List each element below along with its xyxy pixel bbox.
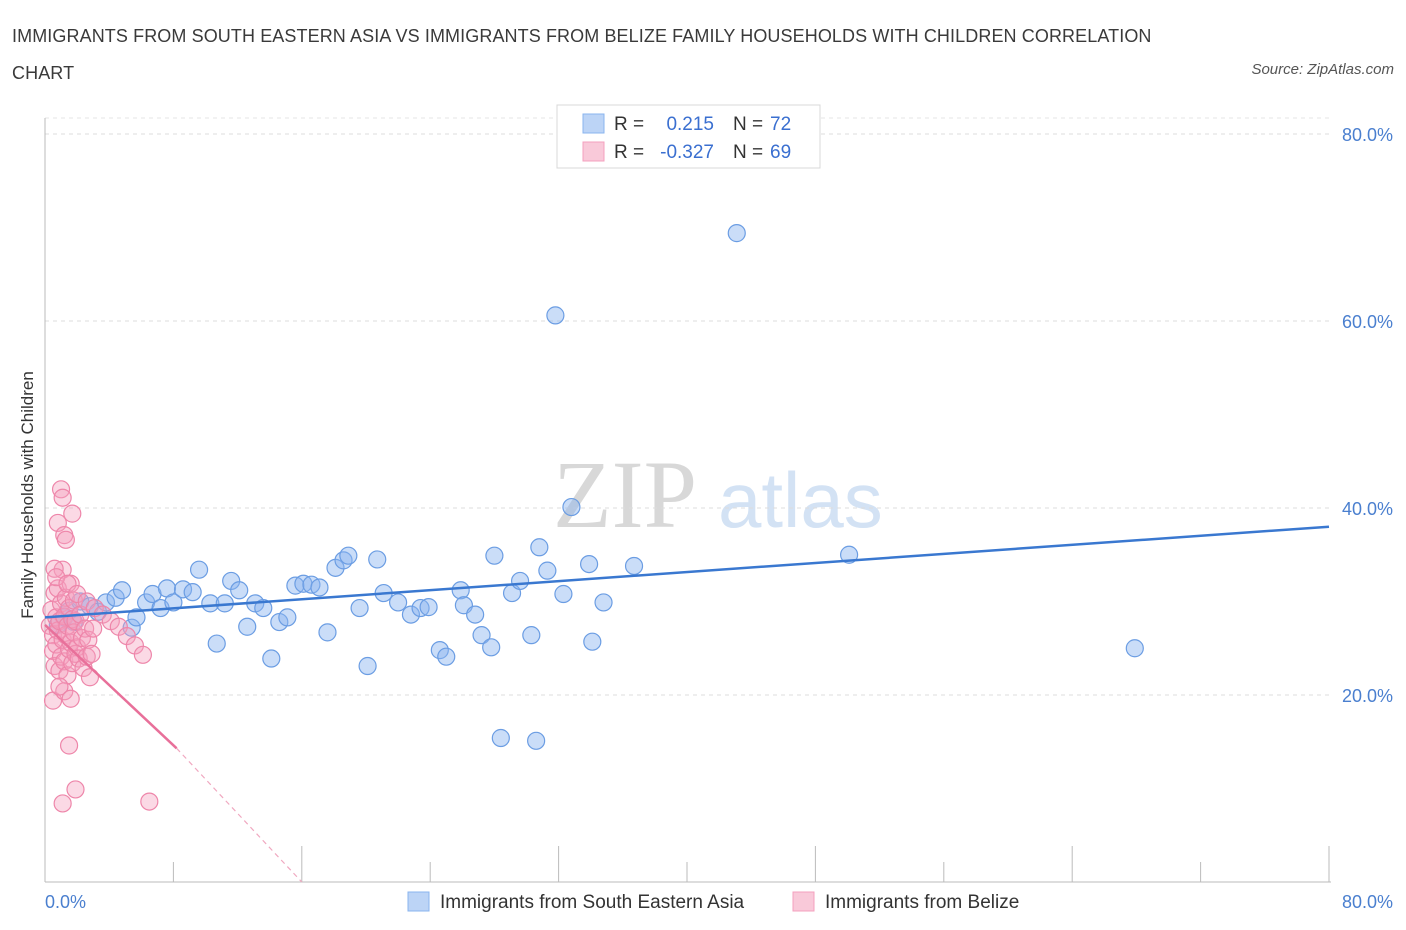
point-blue-61: [554, 584, 573, 604]
point-blue-18: [183, 583, 202, 602]
point-blue-47: [430, 641, 449, 660]
point-blue-60: [546, 306, 565, 325]
trend-line-pink-extension: [176, 747, 303, 883]
point-blue-27: [254, 598, 273, 618]
legend-r-label-2: R =: [614, 142, 644, 163]
series-legend-swatch-blue: [407, 891, 430, 912]
point-blue-71: [1125, 639, 1144, 658]
point-blue-58: [530, 538, 549, 557]
point-pink-58: [67, 584, 87, 604]
point-blue-52: [472, 626, 491, 645]
watermark-zip: ZIP: [553, 441, 697, 548]
legend-swatch-blue: [582, 113, 605, 134]
watermark-atlas: atlas: [718, 456, 883, 544]
trend-lines: [44, 525, 1330, 883]
point-blue-8: [106, 588, 125, 607]
legend-r-value-1: 0.215: [666, 114, 714, 135]
legend-r-value-2: -0.327: [660, 142, 714, 163]
point-blue-57: [522, 626, 541, 645]
legend-r-label-1: R =: [614, 114, 644, 135]
point-pink-46: [53, 794, 72, 813]
trend-line-pink: [44, 623, 178, 750]
point-blue-43: [389, 593, 408, 612]
series-legend: Immigrants from South Eastern Asia Immig…: [407, 891, 1019, 913]
point-blue-21: [207, 634, 226, 653]
series-legend-swatch-pink: [792, 891, 815, 912]
point-pink-67: [50, 677, 69, 696]
legend-swatch-pink: [582, 141, 605, 162]
point-blue-25: [238, 617, 257, 636]
point-blue-20: [201, 594, 220, 613]
y-tick-label-0: 80.0%: [1342, 125, 1393, 145]
point-blue-67: [491, 728, 510, 748]
point-blue-11: [127, 608, 146, 627]
point-pink-51: [63, 504, 82, 523]
point-blue-40: [358, 656, 377, 676]
point-blue-19: [189, 560, 209, 579]
point-blue-24: [230, 581, 249, 600]
x-tick-label-max: 80.0%: [1342, 892, 1393, 912]
point-blue-10: [122, 618, 141, 637]
point-blue-35: [318, 623, 337, 642]
point-pink-39: [79, 630, 98, 649]
point-pink-68: [61, 689, 80, 708]
point-blue-63: [579, 554, 599, 574]
chart-title: IMMIGRANTS FROM SOUTH EASTERN ASIA VS IM…: [12, 26, 1152, 83]
series-legend-label-blue: Immigrants from South Eastern Asia: [440, 892, 745, 913]
point-blue-44: [401, 605, 421, 624]
point-blue-68: [527, 731, 546, 750]
point-pink-54: [56, 530, 75, 549]
point-blue-34: [310, 578, 329, 597]
point-pink-41: [82, 644, 101, 663]
correlation-legend: R = 0.215 N = 72 R = -0.327 N = 69: [556, 104, 821, 169]
point-blue-48: [437, 647, 456, 666]
point-blue-30: [278, 608, 297, 627]
legend-n-label-1: N =: [733, 114, 763, 135]
point-pink-47: [66, 780, 85, 799]
point-blue-51: [466, 605, 485, 624]
point-blue-38: [339, 546, 358, 565]
point-pink-45: [59, 736, 79, 755]
series-pink-points: [40, 480, 159, 813]
data-points: [40, 224, 1144, 813]
point-blue-46: [419, 598, 438, 617]
x-tick-label-min: 0.0%: [45, 892, 86, 912]
y-tick-labels: 80.0% 60.0% 40.0% 20.0%: [1342, 125, 1393, 706]
y-tick-label-2: 40.0%: [1342, 499, 1393, 519]
point-blue-28: [262, 649, 281, 668]
point-blue-65: [594, 593, 613, 612]
point-pink-48: [140, 792, 159, 811]
series-legend-label-pink: Immigrants from Belize: [825, 892, 1019, 913]
grid-lines: [45, 117, 1329, 696]
point-blue-39: [350, 598, 369, 618]
point-blue-41: [368, 550, 387, 569]
legend-n-value-2: 69: [770, 142, 791, 163]
y-tick-label-1: 60.0%: [1342, 312, 1393, 332]
source-label: Source: ZipAtlas.com: [1251, 61, 1394, 78]
trend-line-blue: [44, 525, 1330, 619]
point-blue-70: [840, 545, 859, 564]
point-blue-69: [727, 224, 746, 243]
point-blue-16: [164, 593, 183, 612]
point-blue-64: [583, 632, 602, 651]
legend-n-value-1: 72: [770, 114, 791, 135]
point-blue-49: [451, 581, 470, 600]
point-blue-66: [624, 556, 644, 576]
point-pink-56: [47, 568, 66, 587]
point-blue-56: [510, 571, 530, 591]
point-blue-59: [538, 561, 557, 580]
point-pink-42: [84, 619, 103, 638]
y-tick-label-3: 20.0%: [1342, 686, 1393, 706]
point-pink-66: [133, 645, 153, 664]
y-axis-label: Family Households with Children: [18, 371, 37, 619]
point-blue-54: [485, 546, 504, 565]
point-blue-9: [112, 581, 132, 600]
point-pink-50: [53, 488, 72, 507]
legend-n-label-2: N =: [733, 142, 763, 163]
point-pink-40: [80, 668, 100, 687]
axes: [44, 118, 1331, 883]
point-blue-53: [482, 638, 501, 657]
point-blue-62: [562, 497, 581, 517]
